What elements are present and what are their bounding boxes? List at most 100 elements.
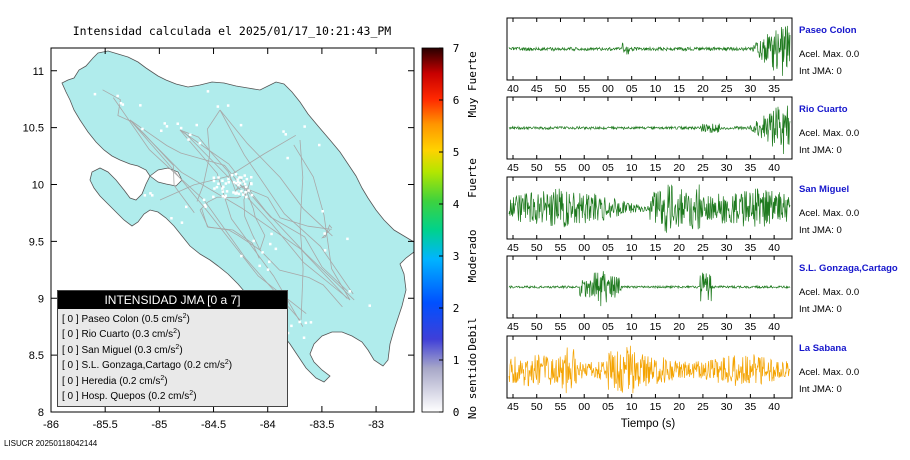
town-marker — [237, 183, 240, 187]
map-y-tick-label: 9 — [38, 293, 44, 305]
town-marker — [141, 127, 144, 131]
road — [159, 134, 297, 201]
map-x-tick-label: -85 — [151, 419, 167, 431]
town-marker — [258, 264, 261, 268]
road — [299, 139, 304, 320]
town-marker — [274, 247, 278, 251]
waveform-trace — [508, 25, 791, 76]
town-marker — [163, 122, 166, 125]
town-marker — [215, 185, 219, 189]
town-marker — [93, 92, 97, 96]
legend-row: [ 0 ] Heredia (0.2 cm/s2) — [62, 374, 287, 389]
town-marker — [240, 189, 243, 193]
waveform-tick-label: 30 — [721, 162, 733, 174]
waveform-tick-label: 50 — [555, 83, 567, 95]
waveform-tick-label: 05 — [602, 321, 614, 333]
town-marker — [236, 181, 240, 184]
town-marker — [216, 105, 220, 108]
town-marker — [298, 320, 301, 324]
colorbar-category-label: Moderado — [466, 230, 479, 283]
town-marker — [224, 182, 228, 185]
station-accel: Acel. Max. 0.0 — [799, 287, 859, 298]
waveform-tick-label: 45 — [507, 401, 519, 413]
town-marker — [180, 221, 184, 224]
map-x-tick-label: -85.5 — [93, 419, 118, 431]
town-marker — [160, 129, 163, 132]
legend-intensity: [ 0 ] — [62, 360, 79, 372]
road — [129, 119, 244, 190]
road — [219, 109, 333, 237]
road — [199, 209, 260, 259]
waveform-tick-label: 50 — [531, 162, 543, 174]
town-marker — [304, 321, 308, 325]
waveform-tick-label: 10 — [626, 242, 638, 254]
legend-station: San Miguel — [78, 344, 135, 356]
station-accel: Acel. Max. 0.0 — [799, 367, 859, 378]
intensity-colorbar: 0 1 2 3 4 5 6 7 No sentido Debil Moderado Fuerte Mu… — [421, 42, 479, 419]
town-marker — [321, 210, 324, 213]
waveform-trace — [508, 105, 791, 155]
town-marker — [185, 205, 188, 209]
town-marker — [266, 268, 270, 271]
legend-unit-exponent: 2 — [182, 313, 187, 320]
town-marker — [368, 304, 371, 307]
waveform-tick-label: 45 — [507, 162, 519, 174]
waveform-tick-label: 40 — [507, 83, 519, 95]
legend-title: INTENSIDAD JMA [0 a 7] — [58, 291, 287, 309]
legend-value: (0.2 — [183, 360, 201, 372]
waveform-tick-label: 55 — [555, 242, 567, 254]
map-y-tick-label: 8.5 — [29, 350, 44, 362]
town-marker — [245, 195, 248, 199]
legend-value: (0.3 — [132, 329, 150, 341]
town-marker — [203, 203, 207, 207]
town-marker — [240, 176, 243, 179]
town-marker — [198, 141, 202, 145]
town-marker — [234, 172, 238, 176]
waveform-tick-label: 30 — [721, 321, 733, 333]
town-marker — [290, 324, 293, 328]
waveform-tick-label: 50 — [531, 321, 543, 333]
legend-close-paren: ) — [164, 375, 168, 387]
town-marker — [241, 193, 245, 196]
map-y-tick-label: 8 — [38, 407, 44, 419]
station-accel: Acel. Max. 0.0 — [799, 49, 859, 60]
town-marker — [212, 195, 215, 199]
waveform-tick-label: 05 — [602, 162, 614, 174]
legend-intensity: [ 0 ] — [62, 329, 79, 341]
legend-unit-exponent: 2 — [189, 389, 194, 397]
legend-unit: cm/s — [149, 329, 174, 341]
town-marker — [323, 232, 326, 235]
town-marker — [116, 94, 119, 98]
road — [184, 132, 351, 301]
legend-unit: cm/s — [201, 360, 225, 372]
road — [102, 89, 133, 123]
town-marker — [261, 251, 264, 254]
waveform-tick-label: 05 — [602, 401, 614, 413]
town-marker — [239, 181, 242, 185]
waveform-tick-label: 15 — [650, 242, 662, 254]
road — [244, 187, 332, 230]
station-name: La Sabana — [799, 343, 847, 354]
town-marker — [227, 177, 230, 181]
waveform-tick-label: 35 — [745, 242, 757, 254]
town-marker — [268, 260, 271, 264]
waveform-panel: 45 50 55 00 05 10 15 20 25 30 35 40 Rio Cuarto Acel. … — [506, 96, 859, 174]
map-frame — [50, 47, 415, 413]
waveform-tick-label: 25 — [697, 162, 709, 174]
station-name: Paseo Colon — [799, 25, 857, 36]
town-marker — [139, 104, 142, 107]
town-marker — [212, 176, 216, 179]
town-marker — [238, 176, 241, 179]
legend-intensity: [ 0 ] — [62, 390, 79, 402]
legend-intensity: [ 0 ] — [62, 314, 79, 325]
colorbar-category-label: Muy Fuerte — [466, 51, 479, 117]
town-marker — [232, 180, 236, 184]
town-marker — [226, 104, 230, 107]
waveform-panel: 45 50 55 00 05 10 15 20 25 30 35 40 S.L. Gonzaga,Car… — [506, 255, 898, 333]
town-marker — [236, 178, 239, 181]
town-marker — [234, 181, 237, 185]
legend-close-paren: ) — [177, 329, 181, 341]
legend-station: S.L. Gonzaga,Cartago — [78, 360, 184, 372]
town-marker — [245, 177, 249, 181]
station-jma: Int JMA: 0 — [799, 304, 842, 315]
